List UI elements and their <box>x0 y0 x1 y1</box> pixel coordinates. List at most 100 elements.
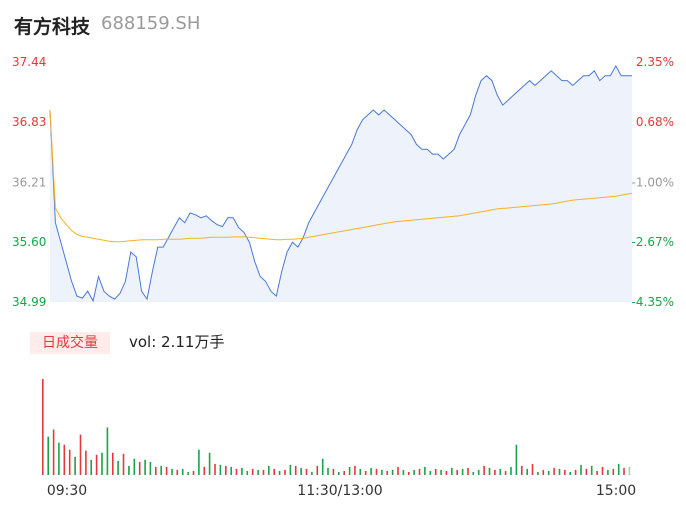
volume-bar <box>445 471 448 475</box>
volume-bar <box>106 427 109 475</box>
volume-bar <box>90 459 92 475</box>
volume-bar <box>214 463 216 475</box>
volume-bar <box>133 458 136 475</box>
average-price-line <box>49 109 633 243</box>
y-tick-right: -1.00% <box>632 175 674 189</box>
volume-bar <box>327 467 329 475</box>
volume-bar <box>203 466 206 475</box>
volume-bar <box>564 469 566 475</box>
price-area-fill <box>50 65 632 303</box>
volume-bar <box>601 466 604 475</box>
volume-bar <box>246 471 249 475</box>
volume-bar <box>294 465 297 475</box>
volume-bar <box>117 460 119 475</box>
volume-bar <box>63 444 66 475</box>
volume-bar <box>181 468 184 475</box>
volume-bar <box>531 463 534 475</box>
volume-bar <box>192 471 195 475</box>
volume-bar <box>526 468 528 475</box>
volume-bar <box>160 465 162 475</box>
volume-bar <box>359 468 362 475</box>
volume-bar <box>262 469 265 475</box>
x-tick: 15:00 <box>596 483 636 499</box>
volume-bar <box>590 465 593 475</box>
volume-bar <box>122 453 125 475</box>
stock-code: 688159.SH <box>101 13 201 34</box>
volume-bar <box>208 452 211 475</box>
volume-bar <box>515 444 518 475</box>
y-axis-right: 2.35% 0.68% -1.00% -2.67% -4.35% <box>632 55 674 309</box>
volume-bar <box>391 469 394 475</box>
volume-bar <box>187 472 189 475</box>
volume-bar <box>488 467 491 475</box>
volume-bar <box>617 463 620 475</box>
volume-bar <box>58 442 60 475</box>
volume-bar <box>42 379 44 475</box>
volume-bar <box>74 456 76 475</box>
volume-bar <box>85 450 87 475</box>
volume-bar <box>413 469 415 475</box>
volume-bar <box>225 465 227 475</box>
volume-bar <box>343 471 345 475</box>
volume-bar <box>596 471 598 475</box>
volume-bar <box>155 466 157 475</box>
volume-bar <box>370 467 372 475</box>
volume-bar <box>569 472 571 475</box>
volume-bar <box>386 471 388 475</box>
y-tick-left: 37.44 <box>12 55 46 69</box>
volume-bar <box>402 469 405 475</box>
volume-badge[interactable]: 日成交量 <box>30 332 110 354</box>
price-line <box>49 64 632 303</box>
volume-bar <box>461 468 464 475</box>
volume-bar <box>348 466 351 475</box>
volume-bar <box>612 468 615 475</box>
y-tick-right: -2.67% <box>632 235 674 249</box>
y-tick-right: 0.68% <box>636 115 674 129</box>
volume-bar <box>321 458 324 475</box>
volume-bar <box>300 467 302 475</box>
volume-bar <box>305 468 308 475</box>
volume-bar <box>112 452 114 475</box>
volume-bar <box>424 466 426 475</box>
volume-bar <box>429 471 432 475</box>
y-tick-left: 35.60 <box>12 235 46 249</box>
y-tick-right: -4.35% <box>632 295 674 309</box>
volume-bar <box>144 459 146 475</box>
volume-bar <box>198 449 200 475</box>
volume-bar <box>553 467 555 475</box>
volume-bar <box>101 452 103 475</box>
y-tick-right: 2.35% <box>636 55 674 69</box>
x-tick: 11:30/13:00 <box>297 483 382 499</box>
price-panel <box>49 64 633 303</box>
volume-bar <box>547 471 550 475</box>
volume-bar <box>95 454 98 475</box>
volume-bar <box>418 468 421 475</box>
volume-bar <box>381 469 383 475</box>
volume-bar <box>521 465 523 475</box>
y-tick-left: 36.21 <box>12 175 46 189</box>
volume-bar <box>241 467 243 475</box>
volume-bar <box>316 465 319 475</box>
volume-bar <box>408 472 410 475</box>
volume-bar <box>79 434 82 475</box>
volume-bar <box>440 469 442 475</box>
volume-bar <box>607 469 609 475</box>
volume-bar <box>251 468 254 475</box>
volume-bar <box>574 469 577 475</box>
volume-bar <box>623 467 625 475</box>
volume-bar <box>558 468 561 475</box>
volume-bar <box>542 469 545 475</box>
volume-bar <box>510 466 512 475</box>
volume-bar <box>483 465 485 475</box>
volume-bar <box>171 468 173 475</box>
volume-bar <box>138 461 141 475</box>
x-axis: 09:30 11:30/13:00 15:00 <box>47 483 636 499</box>
volume-bar <box>278 471 281 475</box>
y-tick-left: 36.83 <box>12 115 46 129</box>
volume-total: vol: 2.11万手 <box>129 333 225 351</box>
volume-bar <box>219 464 222 475</box>
y-axis-left: 37.44 36.83 36.21 35.60 34.99 <box>12 55 46 309</box>
volume-bar <box>456 469 458 475</box>
volume-bar <box>273 468 275 475</box>
volume-bar <box>47 436 49 475</box>
